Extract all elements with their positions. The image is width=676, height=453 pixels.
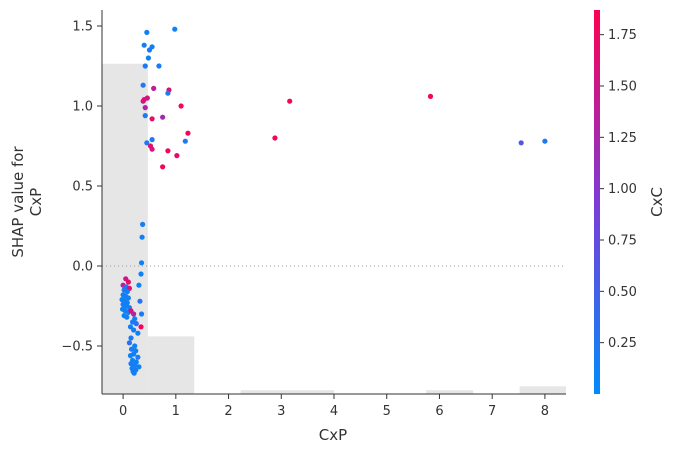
y-axis-label: SHAP value for CxP	[9, 146, 45, 258]
y-tick-label: 1.0	[72, 100, 93, 115]
data-point-4	[149, 44, 155, 50]
y-tick-label: 1.5	[72, 20, 93, 35]
data-point-41	[138, 324, 144, 330]
data-point-31	[427, 93, 434, 99]
data-point-51	[125, 295, 131, 301]
data-point-27	[174, 153, 180, 159]
data-point-70	[135, 330, 141, 336]
x-tick-label: 3	[277, 404, 285, 419]
data-point-26	[165, 148, 171, 154]
y-tick-label: 0.5	[72, 180, 93, 195]
x-tick-label: 6	[435, 404, 443, 419]
data-point-71	[128, 335, 134, 341]
data-point-69	[131, 327, 137, 333]
data-point-6	[142, 63, 148, 69]
x-tick-label: 2	[224, 404, 232, 419]
data-point-87	[131, 370, 137, 376]
y-axis-ticks: −0.5 0.0 0.5 1.0 1.5	[61, 20, 102, 355]
x-tick-label: 4	[330, 404, 338, 419]
data-point-15	[140, 98, 146, 104]
x-axis-ticks: 0 1 2 3 4 5 6 7 8	[119, 394, 549, 419]
data-point-34	[140, 221, 146, 227]
colorbar-tick-label: 0.50	[608, 285, 637, 300]
data-point-25	[149, 137, 155, 143]
data-point-36	[138, 260, 145, 266]
x-tick-label: 1	[172, 404, 180, 419]
colorbar-tick-label: 0.75	[608, 233, 637, 248]
colorbar-tick-label: 1.75	[608, 28, 637, 43]
x-tick-label: 0	[119, 404, 127, 419]
data-point-37	[138, 271, 144, 277]
data-point-35	[139, 234, 145, 240]
data-point-39	[137, 298, 143, 304]
data-point-8	[140, 82, 146, 88]
colorbar-label: CxC	[648, 187, 666, 217]
data-point-17	[142, 113, 148, 119]
data-point-40	[138, 311, 145, 317]
data-point-67	[133, 321, 139, 327]
data-point-18	[149, 116, 155, 122]
data-point-72	[126, 340, 133, 346]
x-axis-label: CxP	[319, 426, 347, 444]
data-point-24	[149, 146, 155, 152]
data-point-30	[272, 135, 278, 141]
data-point-0	[144, 29, 150, 35]
data-point-32	[518, 140, 524, 146]
data-point-16	[178, 103, 184, 109]
histogram-bar-3	[426, 390, 474, 394]
data-point-48	[124, 289, 130, 295]
data-point-21	[182, 138, 188, 144]
x-tick-label: 8	[541, 404, 549, 419]
data-point-78	[135, 354, 141, 360]
y-tick-label: 0.0	[72, 260, 93, 275]
data-point-9	[151, 85, 157, 91]
y-axis-label-line-2: CxP	[27, 188, 45, 216]
data-point-38	[136, 282, 142, 288]
feature-histogram	[102, 63, 566, 394]
colorbar-tick-label: 1.50	[608, 79, 637, 94]
data-point-62	[131, 311, 137, 317]
histogram-bar-0	[102, 63, 148, 394]
data-point-73	[132, 343, 138, 349]
colorbar-tick-label: 1.25	[608, 131, 637, 146]
data-point-43	[125, 279, 131, 285]
colorbar-tick-label: 0.25	[608, 336, 637, 351]
data-point-33	[542, 138, 548, 144]
data-point-29	[287, 98, 293, 104]
data-point-13	[144, 95, 150, 101]
data-point-14	[142, 105, 148, 111]
data-point-1	[172, 26, 178, 32]
histogram-bar-1	[147, 336, 195, 394]
data-point-19	[160, 114, 166, 120]
data-point-83	[136, 364, 142, 370]
data-point-11	[165, 90, 171, 96]
data-point-28	[160, 164, 166, 170]
y-tick-label: −0.5	[61, 340, 93, 355]
data-point-68	[127, 324, 134, 330]
data-point-20	[185, 130, 191, 136]
data-point-7	[156, 63, 162, 69]
x-tick-label: 7	[488, 404, 496, 419]
colorbar-ticks: 0.25 0.50 0.75 1.00 1.25 1.50 1.75	[600, 28, 637, 351]
colorbar	[594, 10, 600, 394]
histogram-bar-2	[240, 390, 334, 394]
data-point-5	[145, 55, 151, 61]
data-point-22	[144, 140, 150, 146]
data-point-64	[124, 314, 130, 320]
x-tick-label: 5	[383, 404, 391, 419]
scatter-points	[119, 26, 548, 376]
data-point-2	[141, 42, 147, 48]
colorbar-tick-label: 1.00	[608, 182, 637, 197]
data-point-74	[128, 346, 135, 352]
histogram-bar-4	[519, 386, 566, 394]
y-axis-label-line-1: SHAP value for	[9, 146, 27, 258]
data-point-77	[127, 353, 134, 359]
